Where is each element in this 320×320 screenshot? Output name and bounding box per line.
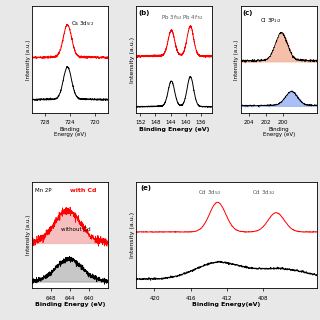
X-axis label: Binding Energy (eV): Binding Energy (eV) [35,302,105,307]
Text: Mn 2P: Mn 2P [35,188,52,193]
Y-axis label: Intensity (a.u.): Intensity (a.u.) [130,212,135,258]
Text: without Cd: without Cd [61,227,91,232]
X-axis label: Binding Energy (eV): Binding Energy (eV) [139,127,210,132]
Text: Cd 3d$_{5/2}$: Cd 3d$_{5/2}$ [198,189,221,197]
Text: with Cd: with Cd [70,188,96,193]
X-axis label: Binding Energy(eV): Binding Energy(eV) [193,302,261,307]
Text: Cl 3P$_{1/2}$: Cl 3P$_{1/2}$ [260,17,282,25]
Text: (c): (c) [242,10,253,16]
Y-axis label: Intensity (a.u.): Intensity (a.u.) [130,36,135,83]
Text: Cs 3d$_{5/2}$: Cs 3d$_{5/2}$ [71,20,95,28]
Text: Pb 4f$_{7/2}$: Pb 4f$_{7/2}$ [182,14,204,22]
Y-axis label: Intensity (a.u.): Intensity (a.u.) [26,215,31,255]
Text: Pb 3f$_{5/2}$: Pb 3f$_{5/2}$ [161,14,182,22]
Text: (b): (b) [138,10,149,16]
X-axis label: Binding
Energy (eV): Binding Energy (eV) [263,127,295,138]
Y-axis label: Intensity (a.u.): Intensity (a.u.) [235,39,239,80]
Text: Cd 3d$_{3/2}$: Cd 3d$_{3/2}$ [252,189,276,197]
X-axis label: Binding
Energy (eV): Binding Energy (eV) [54,127,86,138]
Y-axis label: Intensity (a.u.): Intensity (a.u.) [26,39,31,80]
Text: (e): (e) [140,185,151,191]
